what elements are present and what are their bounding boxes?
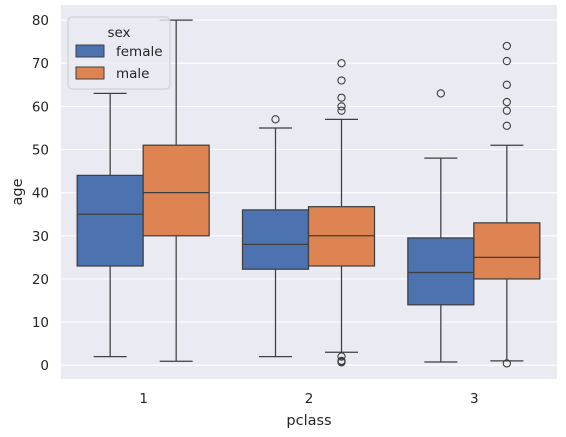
x-tick-label: 2	[305, 391, 314, 407]
x-tick-label: 1	[139, 391, 148, 407]
y-tick-label: 40	[32, 186, 49, 202]
outlier-point	[502, 106, 511, 115]
legend-swatch-female	[75, 44, 105, 58]
y-tick-label: 70	[32, 56, 49, 72]
outlier-point	[337, 352, 346, 361]
box-female-1	[76, 92, 144, 358]
outlier-point	[337, 93, 346, 102]
y-axis-label: age	[10, 178, 26, 205]
outlier-point	[502, 80, 511, 89]
y-tick-label: 10	[32, 315, 49, 331]
y-tick-label: 30	[32, 229, 49, 245]
outlier-point	[436, 89, 445, 98]
legend-title: sex	[107, 25, 130, 41]
outlier-point	[337, 106, 346, 115]
outlier-point	[502, 41, 511, 51]
x-axis-label: pclass	[286, 413, 331, 429]
box-female-3	[407, 89, 475, 363]
box-male-2	[307, 59, 376, 367]
legend-label-female: female	[116, 44, 163, 60]
outlier-point	[502, 97, 511, 107]
y-tick-label: 80	[32, 13, 49, 29]
outlier-point	[502, 121, 511, 130]
box-male-3	[473, 41, 541, 368]
iqr-box	[241, 209, 310, 270]
x-tick-label: 3	[470, 391, 479, 407]
outlier-point	[337, 59, 346, 68]
outlier-point	[337, 102, 346, 111]
boxes	[76, 19, 541, 368]
y-tick-label: 0	[40, 358, 49, 374]
outlier-point	[271, 115, 280, 124]
box-male-1	[142, 19, 210, 362]
y-tick-label: 20	[32, 272, 49, 288]
tick-labels: 0 10 20 30 40 50 60 70 80 1 2 3	[32, 13, 479, 407]
outlier-point	[502, 359, 511, 368]
y-tick-label: 50	[32, 143, 49, 159]
legend-items: female male	[75, 44, 163, 82]
iqr-box	[142, 144, 210, 237]
outlier-point	[502, 56, 511, 66]
y-tick-label: 60	[32, 99, 49, 115]
legend-label-male: male	[116, 66, 149, 82]
outlier-point	[337, 76, 346, 85]
iqr-box	[473, 222, 541, 280]
iqr-box	[76, 174, 144, 267]
outlier-point	[337, 356, 346, 366]
iqr-box	[407, 237, 475, 306]
legend-swatch-male	[75, 66, 105, 80]
legend: sex female male	[67, 16, 171, 90]
